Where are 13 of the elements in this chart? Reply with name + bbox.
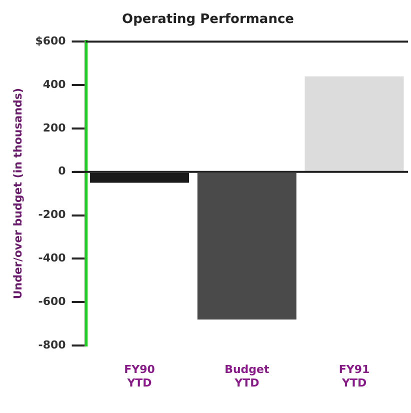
y-tick-label: 0 bbox=[58, 164, 66, 178]
chart-title: Operating Performance bbox=[122, 12, 294, 28]
y-tick-label: $600 bbox=[35, 34, 66, 48]
x-tick-label: Budget YTD bbox=[224, 363, 270, 390]
y-tick-label: 200 bbox=[42, 121, 66, 134]
y-tick-label: -600 bbox=[38, 295, 66, 308]
y-tick-label: -400 bbox=[38, 252, 66, 265]
y-tick-label: 400 bbox=[42, 78, 66, 91]
y-axis-title: Under/over budget (in thousands) bbox=[11, 88, 24, 300]
y-tick-label: -800 bbox=[38, 338, 66, 352]
x-tick-label: FY91 YTD bbox=[338, 363, 370, 390]
y-tick-label: -200 bbox=[38, 208, 66, 222]
x-tick-label: FY90 YTD bbox=[124, 363, 156, 390]
